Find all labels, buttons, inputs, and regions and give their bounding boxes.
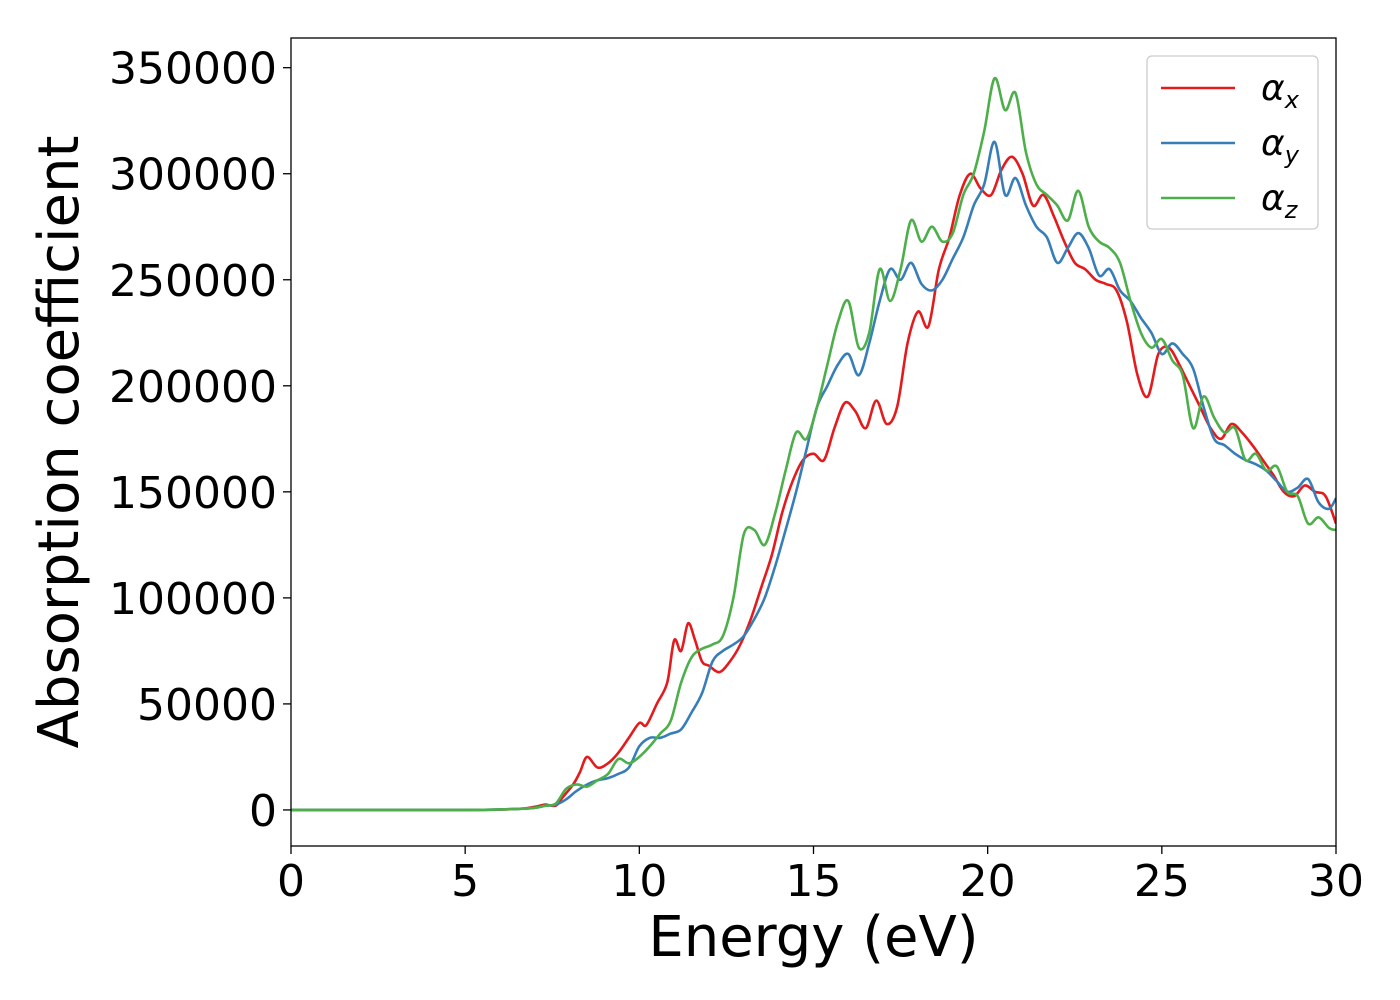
y-tick-label: 100000 <box>109 574 277 625</box>
x-tick-label: 15 <box>786 856 842 907</box>
y-axis-ticks: 0 50000 100000 150000 200000 250000 300000 3500… <box>109 44 291 837</box>
x-tick-label: 25 <box>1134 856 1190 907</box>
series-line-alpha-y <box>291 140 1336 812</box>
y-tick-label: 250000 <box>109 256 277 307</box>
x-tick-label: 20 <box>960 856 1016 907</box>
x-axis-ticks: 0 5 10 15 20 25 30 <box>277 846 1364 907</box>
y-axis-label: Absorption coefficient <box>27 136 92 749</box>
series-layer <box>291 76 1336 812</box>
x-axis-label: Energy (eV) <box>648 905 978 970</box>
legend-label-alpha-x: αx <box>1261 68 1300 114</box>
x-tick-label: 5 <box>451 856 479 907</box>
x-tick-label: 10 <box>611 856 667 907</box>
series-line-alpha-x <box>291 155 1336 812</box>
series-line-alpha-z <box>291 76 1336 812</box>
y-tick-label: 300000 <box>109 150 277 201</box>
y-tick-label: 0 <box>249 786 277 837</box>
y-tick-label: 150000 <box>109 468 277 519</box>
x-tick-label: 30 <box>1308 856 1364 907</box>
y-tick-label: 200000 <box>109 362 277 413</box>
legend-label-alpha-y: αy <box>1261 123 1300 169</box>
y-tick-label: 350000 <box>109 44 277 95</box>
legend-items: αx αy αz <box>1161 68 1300 224</box>
legend: αx αy αz <box>1146 55 1319 230</box>
y-tick-label: 50000 <box>137 680 277 731</box>
x-tick-label: 0 <box>277 856 305 907</box>
legend-label-alpha-z: αz <box>1261 178 1299 224</box>
